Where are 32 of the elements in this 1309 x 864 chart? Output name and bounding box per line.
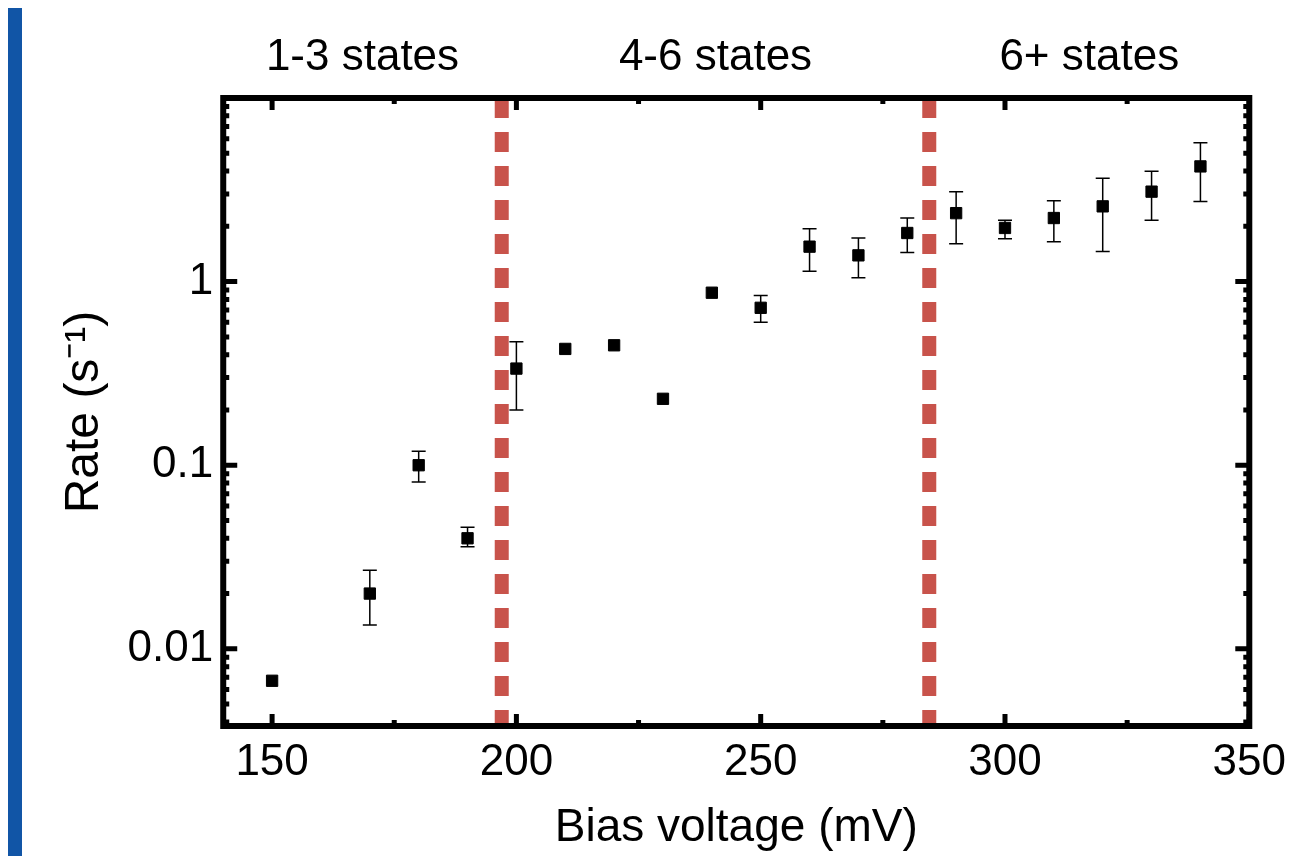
point (998, 221, 1012, 235)
text: 4-6 states (618, 30, 813, 80)
y-tick-label: 0.01 (127, 620, 214, 670)
point (265, 674, 279, 687)
x-tick-label: 200 (479, 734, 554, 784)
x-tick-label: 350 (1212, 734, 1286, 784)
point (461, 532, 474, 545)
point (754, 301, 767, 314)
point (607, 339, 621, 352)
point (363, 587, 376, 600)
point (949, 206, 963, 220)
point (901, 226, 914, 240)
point (803, 240, 816, 253)
x-tick-label: 150 (235, 734, 309, 784)
point (510, 362, 523, 375)
y-tick-label: 1 (188, 253, 214, 303)
point (1096, 200, 1109, 213)
x-axis-title: Bias voltage (mV) (554, 799, 918, 852)
point (852, 249, 865, 262)
point (1194, 160, 1207, 173)
text: 1-3 states (265, 30, 460, 80)
x-tick-label: 250 (723, 734, 798, 784)
y-axis-title: Rate (s⁻¹) (55, 310, 109, 514)
point (1047, 211, 1061, 225)
point (559, 342, 572, 356)
point (705, 286, 718, 299)
y-tick-label: 0.1 (152, 437, 214, 487)
x-tick-label: 300 (968, 734, 1042, 784)
text: 6+ states (999, 30, 1180, 80)
point (412, 459, 425, 472)
point (656, 392, 670, 405)
point (1145, 185, 1158, 198)
